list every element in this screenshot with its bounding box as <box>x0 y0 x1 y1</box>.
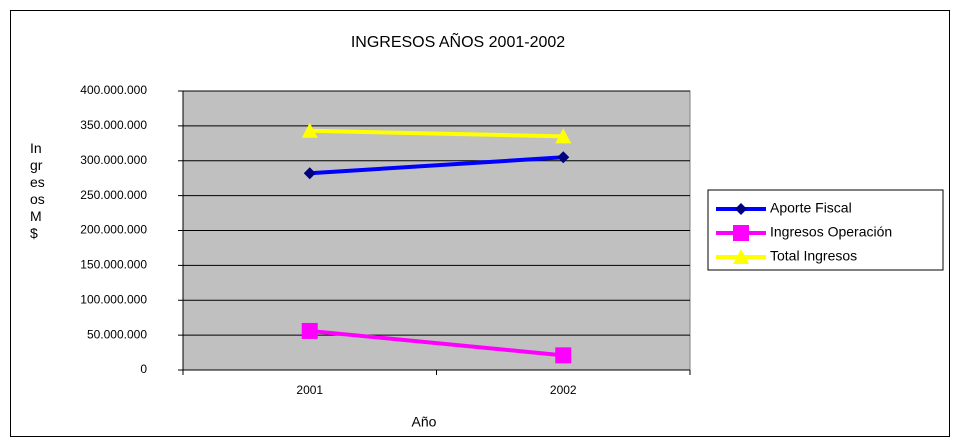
y-tick-label: 250.000.000 <box>80 188 147 202</box>
x-axis-label: Año <box>412 414 437 430</box>
y-tick-label: 150.000.000 <box>80 258 147 272</box>
legend-label: Total Ingresos <box>770 248 857 264</box>
series-marker <box>555 347 572 364</box>
legend-marker <box>733 225 749 241</box>
series-line <box>309 128 564 139</box>
x-tick-label: 2001 <box>296 383 323 397</box>
series-line <box>309 155 564 176</box>
y-tick-label: 400.000.000 <box>80 83 147 97</box>
y-tick-label: 0 <box>140 362 147 376</box>
y-tick-label: 50.000.000 <box>87 327 147 341</box>
y-tick-label: 300.000.000 <box>80 153 147 167</box>
legend-label: Aporte Fiscal <box>770 200 852 216</box>
chart-title: INGRESOS AÑOS 2001-2002 <box>351 31 565 51</box>
x-tick-label: 2002 <box>550 383 577 397</box>
series-marker <box>555 128 572 144</box>
legend-label: Ingresos Operación <box>770 224 892 240</box>
series-marker <box>557 151 570 164</box>
series-line <box>309 328 564 358</box>
series-marker <box>301 322 318 339</box>
y-axis-label: Ingresos M$ <box>30 140 45 241</box>
y-tick-label: 200.000.000 <box>80 223 147 237</box>
legend-marker <box>735 203 747 215</box>
y-tick-label: 100.000.000 <box>80 292 147 306</box>
y-tick-label: 350.000.000 <box>80 118 147 132</box>
legend-marker <box>733 249 749 264</box>
series-marker <box>301 122 318 138</box>
series-marker <box>303 167 316 180</box>
